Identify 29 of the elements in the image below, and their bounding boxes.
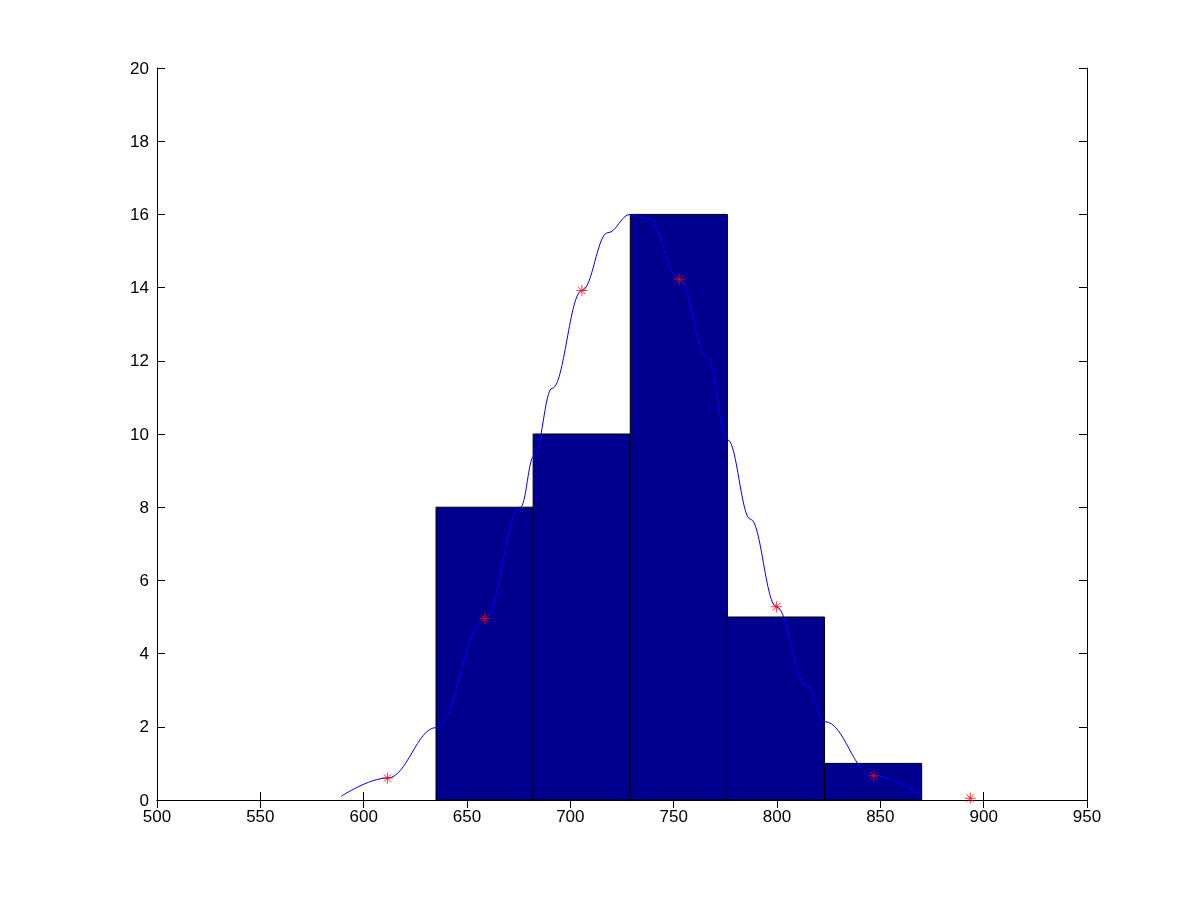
x-tick-label: 700 <box>556 807 585 826</box>
y-tick-label: 2 <box>139 717 149 737</box>
y-tick-label: 0 <box>139 790 149 810</box>
y-tick-label: 6 <box>139 570 149 590</box>
y-tick-label: 14 <box>130 278 149 298</box>
x-tick-label: 600 <box>349 807 378 826</box>
x-tick-label: 950 <box>1072 807 1102 826</box>
x-tick-label: 850 <box>866 807 895 826</box>
y-tick-label: 16 <box>130 204 149 224</box>
y-tick-label: 8 <box>139 497 149 517</box>
line-series <box>340 213 923 797</box>
point <box>770 600 783 613</box>
point <box>867 769 880 782</box>
point <box>381 772 394 785</box>
x-tick-label: 550 <box>246 807 275 826</box>
x-tick-label: 650 <box>452 807 482 826</box>
point <box>478 612 491 625</box>
y-tick-label: 10 <box>130 424 149 444</box>
y-tick-label: 12 <box>130 351 149 371</box>
x-tick-label: 500 <box>142 807 172 826</box>
y-tick-label: 4 <box>139 644 149 664</box>
point <box>964 792 977 805</box>
y-tick-label: 20 <box>130 58 149 78</box>
x-tick-label: 800 <box>762 807 792 826</box>
point <box>575 284 588 297</box>
y-tick-label: 18 <box>130 131 149 151</box>
x-tick-label: 750 <box>659 807 688 826</box>
x-tick-label: 900 <box>969 807 998 826</box>
point <box>673 273 686 286</box>
